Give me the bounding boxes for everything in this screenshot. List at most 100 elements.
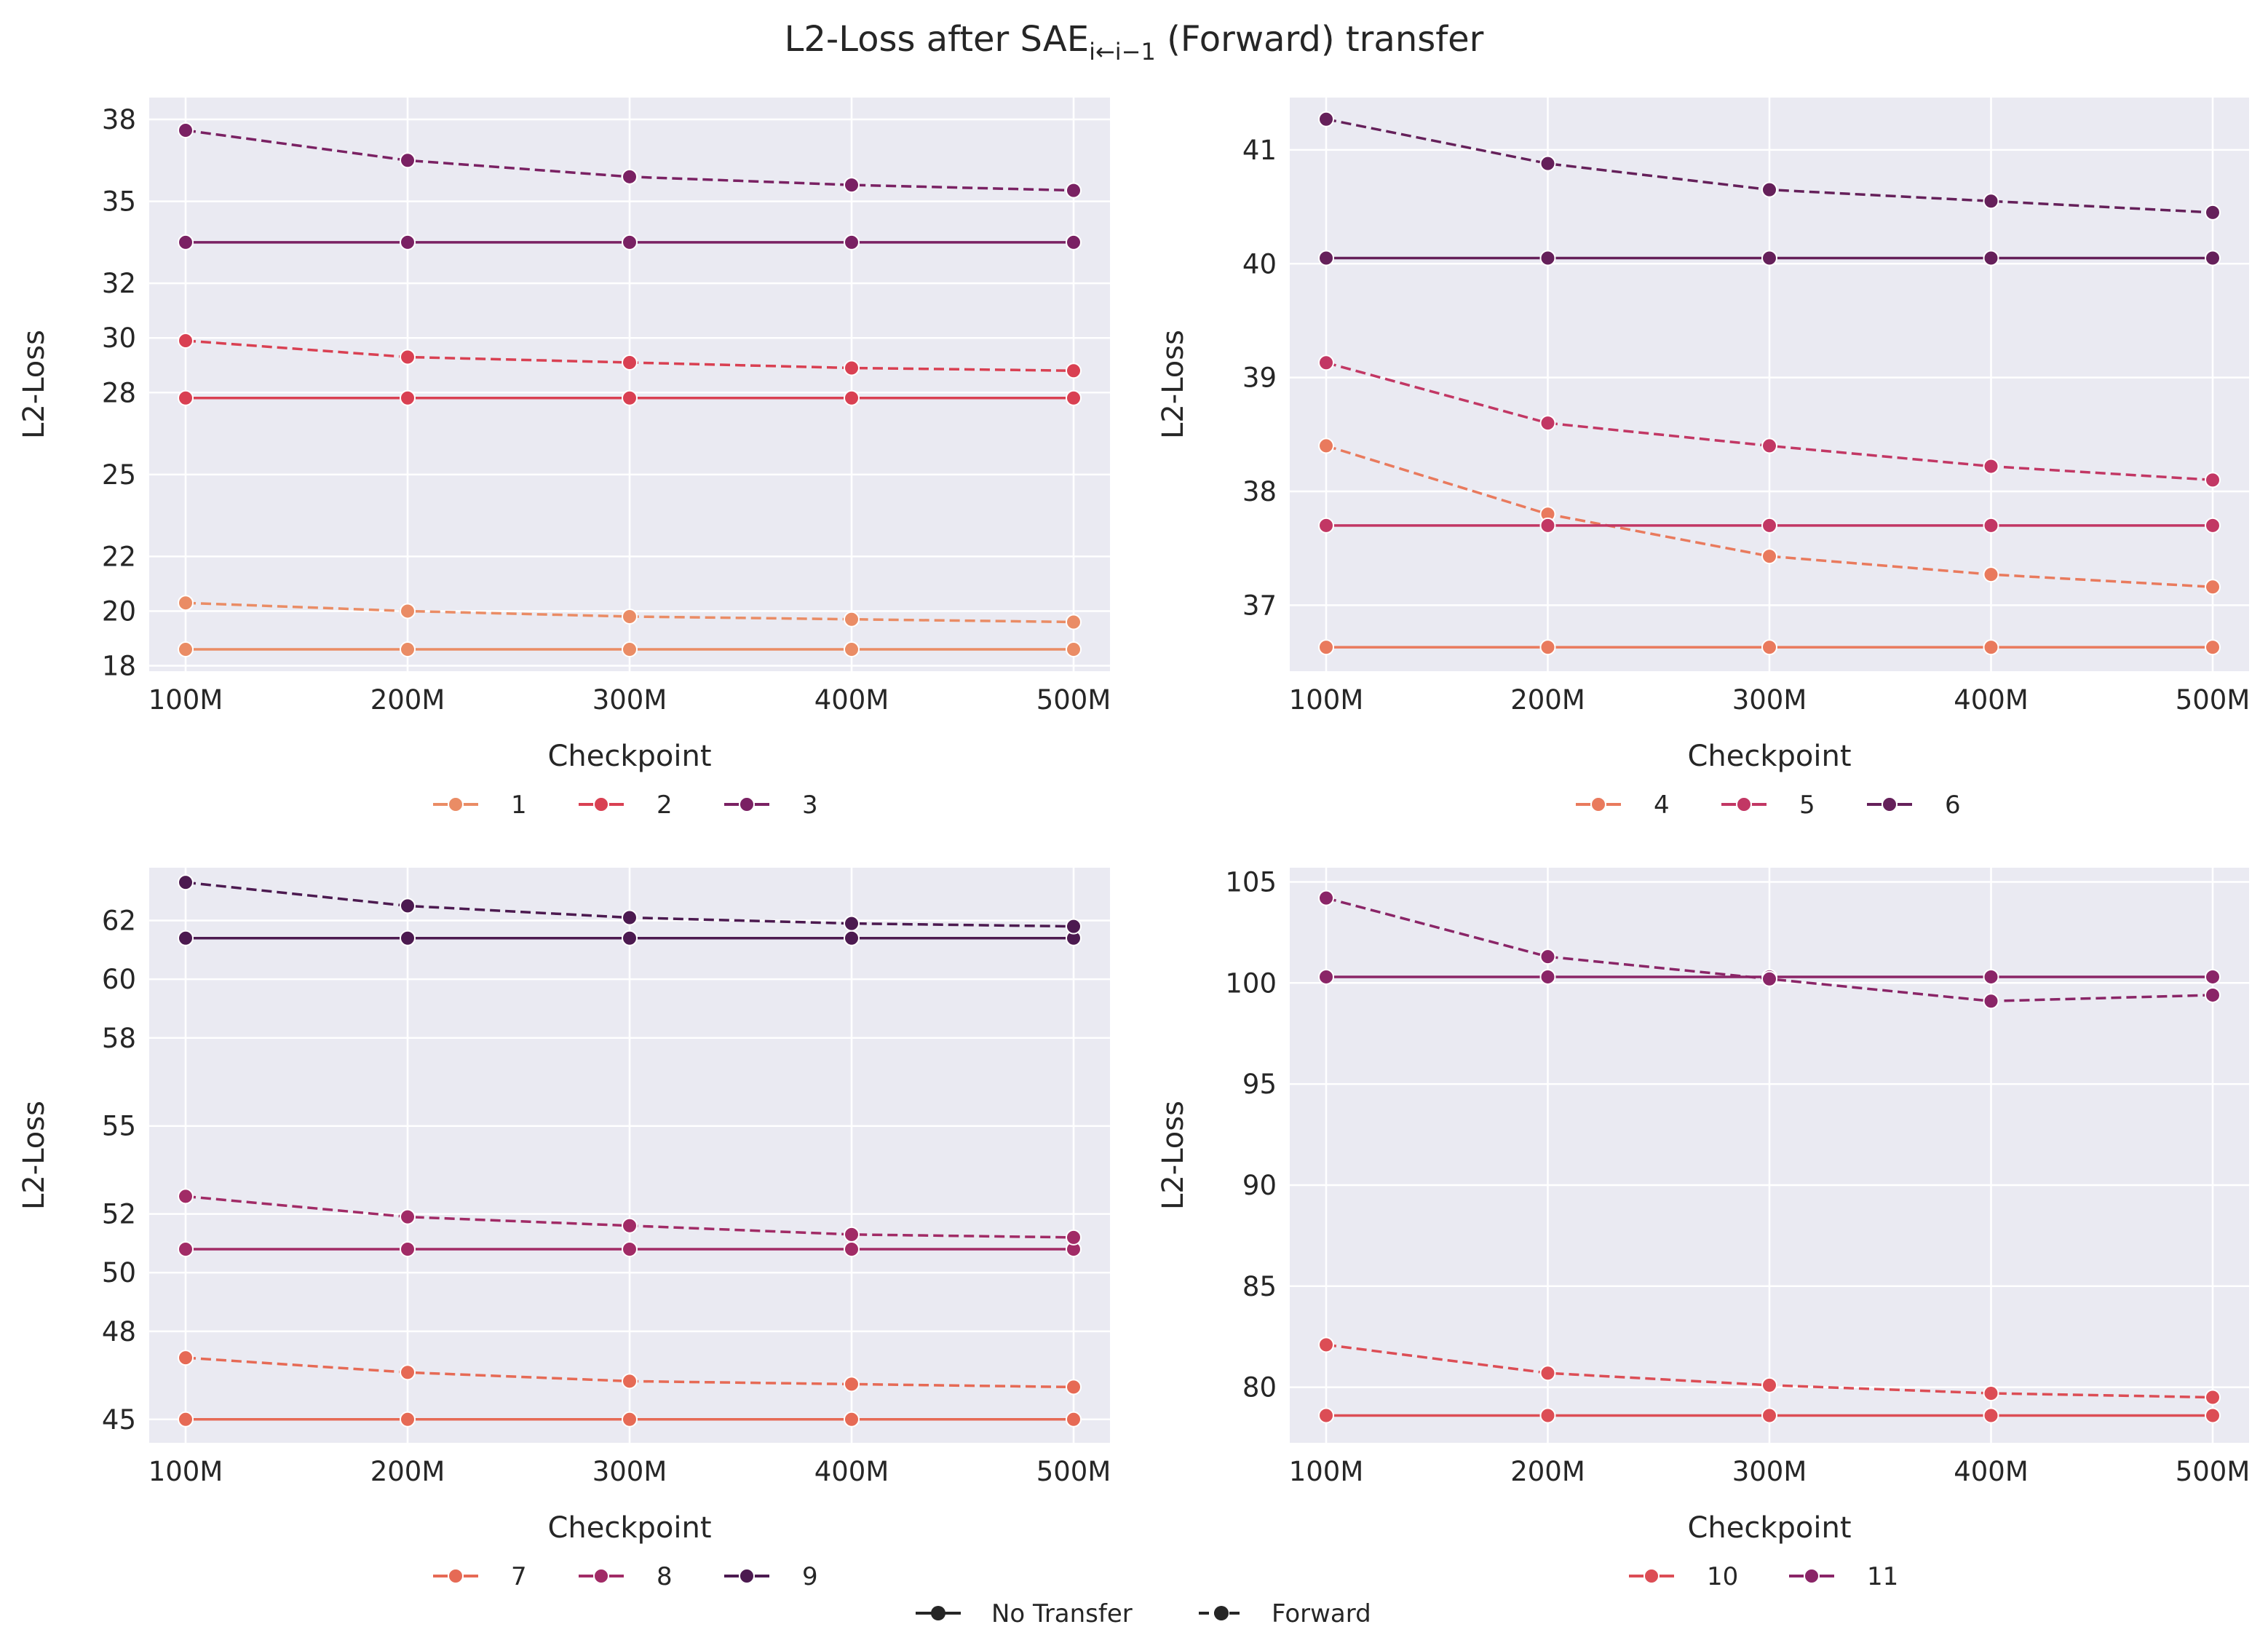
legend-4-label: 4	[1654, 791, 1670, 820]
series-4-forward-line	[1325, 444, 2213, 589]
series-2-forward-point	[844, 360, 860, 376]
legend-11-label: 11	[1867, 1562, 1898, 1591]
series-9-forward-point	[844, 915, 860, 932]
series-10-no_transfer-point	[1539, 1407, 1556, 1424]
series-5-no_transfer-point	[1539, 517, 1556, 534]
series-1-forward-point	[1066, 614, 1082, 630]
x-tick-label: 300M	[1732, 684, 1807, 716]
series-5-forward-point	[1761, 438, 1777, 454]
y-tick-label: 50	[102, 1257, 136, 1288]
series-3-forward-point	[400, 152, 416, 169]
x-tick-label: 500M	[2176, 1456, 2251, 1487]
series-5-no_transfer-point	[1983, 517, 1999, 534]
y-axis-label: L2-Loss	[1157, 1101, 1190, 1210]
series-7-no_transfer-point	[1066, 1411, 1082, 1428]
x-tick-label: 200M	[370, 1456, 445, 1487]
y-tick-label: 95	[1242, 1069, 1277, 1100]
series-5-no_transfer-point	[1318, 517, 1334, 534]
y-tick-label: 90	[1242, 1170, 1277, 1201]
series-6-forward-point	[1761, 181, 1777, 198]
legend-8-label: 8	[657, 1562, 673, 1591]
series-11-forward-point	[1761, 970, 1777, 987]
figure-title-rest: (Forward) transfer	[1156, 19, 1484, 60]
series-2-no_transfer-point	[1066, 389, 1082, 406]
series-2-no_transfer-point	[400, 389, 416, 406]
series-8-forward-point	[622, 1217, 638, 1234]
series-11-no_transfer-point	[1318, 968, 1334, 985]
y-axis-label: L2-Loss	[17, 330, 51, 439]
y-tick-label: 41	[1242, 135, 1277, 166]
legend-6-marker	[1882, 796, 1898, 812]
subplot-layers-10-11: 100M 200M 300M 400M 500M 80 85 90 95 100 105 Checkp…	[1157, 866, 2250, 1591]
series-11-forward-point	[1318, 890, 1334, 906]
y-tick-label: 30	[102, 322, 136, 354]
y-tick-label: 38	[1242, 476, 1277, 507]
x-tick-label: 100M	[148, 684, 223, 716]
series-3-no_transfer-point	[1066, 234, 1082, 250]
x-tick-label: 200M	[1510, 684, 1585, 716]
y-tick-label: 60	[102, 964, 136, 995]
series-4-no_transfer-point	[1983, 639, 1999, 656]
subplot-layers-1-3: 100M 200M 300M 400M 500M182022252830323538Ch…	[17, 98, 1111, 820]
series-4-no_transfer-point	[1539, 639, 1556, 656]
legend-7-label: 7	[511, 1562, 527, 1591]
x-tick-label: 200M	[370, 684, 445, 716]
figure-title-main: L2-Loss after SAE	[785, 19, 1089, 60]
series-5-forward-point	[2205, 472, 2221, 488]
series-2-forward-point	[178, 332, 194, 349]
series-9-no_transfer-point	[178, 930, 194, 946]
series-3-no_transfer-point	[622, 234, 638, 250]
legend-9-label: 9	[802, 1562, 818, 1591]
series-8-forward-point	[178, 1188, 194, 1205]
series-7-no_transfer-point	[844, 1411, 860, 1428]
x-axis-label: Checkpoint	[1687, 1511, 1851, 1545]
series-5-forward-point	[1983, 458, 1999, 475]
figure-title: L2-Loss after SAEi←i−1 (Forward) transfe…	[785, 19, 1484, 66]
y-tick-label: 58	[102, 1023, 136, 1054]
x-tick-label: 200M	[1510, 1456, 1585, 1487]
series-11-no_transfer-point	[2205, 968, 2221, 985]
series-10-forward-point	[1539, 1365, 1556, 1382]
series-6-forward-point	[1539, 155, 1556, 172]
x-tick-label: 400M	[1954, 1456, 2029, 1487]
series-11-no_transfer-point	[1539, 968, 1556, 985]
series-7-forward-point	[400, 1364, 416, 1381]
series-10-no_transfer-point	[1318, 1407, 1334, 1424]
x-tick-label: 100M	[148, 1456, 223, 1487]
legend-8-marker	[593, 1568, 609, 1584]
y-tick-label: 80	[1242, 1372, 1277, 1404]
series-6-forward-point	[1318, 111, 1334, 127]
series-3-forward-point	[622, 168, 638, 185]
y-tick-label: 18	[102, 650, 136, 681]
series-9-forward-point	[178, 874, 194, 891]
x-tick-label: 300M	[1732, 1456, 1807, 1487]
series-11-forward-point	[1983, 993, 1999, 1010]
x-tick-label: 500M	[1036, 684, 1111, 716]
series-5-no_transfer-point	[2205, 517, 2221, 534]
series-10-forward-point	[1761, 1377, 1777, 1393]
series-7-forward-point	[1066, 1379, 1082, 1395]
legend-6-label: 6	[1945, 791, 1961, 820]
series-4-forward-point	[1318, 438, 1334, 454]
y-tick-label: 62	[102, 906, 136, 937]
series-4-no_transfer-point	[1761, 639, 1777, 656]
series-6-no_transfer-point	[2205, 250, 2221, 266]
x-axis-label: Checkpoint	[547, 740, 711, 773]
series-6-no_transfer-point	[1539, 250, 1556, 266]
series-7-forward-point	[844, 1376, 860, 1393]
legend-11-marker	[1804, 1568, 1820, 1584]
series-1-no_transfer-point	[1066, 641, 1082, 657]
y-tick-label: 32	[102, 268, 136, 299]
legend-5-label: 5	[1799, 791, 1815, 820]
series-11-forward-point	[1539, 949, 1556, 965]
legend-1-label: 1	[511, 791, 527, 820]
series-3-no_transfer-point	[400, 234, 416, 250]
series-3-forward-point	[844, 177, 860, 194]
series-10-forward-point	[1318, 1337, 1334, 1353]
legend-9-marker	[739, 1568, 755, 1584]
series-6-forward-point	[2205, 204, 2221, 221]
series-8-forward-point	[400, 1208, 416, 1225]
series-3-no_transfer-point	[178, 234, 194, 250]
y-tick-label: 85	[1242, 1271, 1277, 1302]
x-axis-label: Checkpoint	[547, 1511, 711, 1545]
